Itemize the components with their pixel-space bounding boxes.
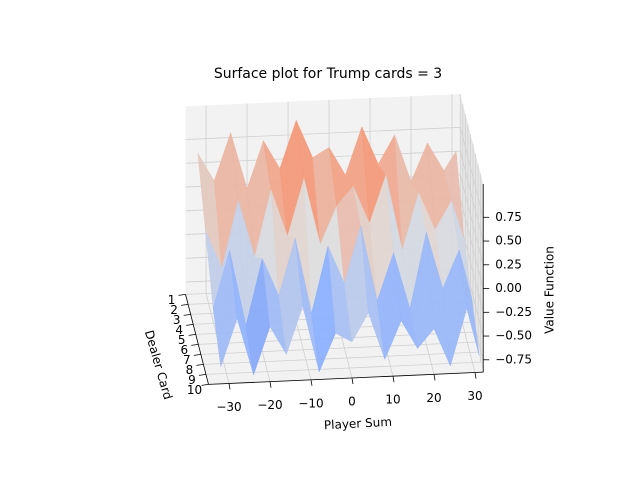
y-tick-label: 8 bbox=[186, 363, 194, 377]
z-tick-label: 0.00 bbox=[495, 281, 522, 295]
x-tick bbox=[310, 379, 313, 386]
x-tick-label: −30 bbox=[216, 400, 241, 414]
z-tick-label: −0.75 bbox=[495, 352, 532, 366]
x-tick-label: 30 bbox=[467, 389, 482, 403]
y-tick-label: 4 bbox=[175, 323, 183, 337]
surface-patch bbox=[458, 249, 480, 356]
x-tick-label: 0 bbox=[348, 395, 356, 409]
y-tick-label: 5 bbox=[178, 333, 186, 347]
grid-line bbox=[459, 127, 484, 218]
grid-line bbox=[203, 351, 479, 365]
y-axis-label: Dealer Card bbox=[142, 329, 175, 402]
y-tick bbox=[191, 344, 199, 346]
y-tick bbox=[201, 384, 209, 386]
y-tick-label: 3 bbox=[173, 313, 181, 327]
chart-title: Surface plot for Trump cards = 3 bbox=[214, 66, 442, 82]
x-tick bbox=[433, 374, 436, 381]
y-tick bbox=[183, 314, 191, 316]
y-tick bbox=[188, 334, 196, 336]
x-axis-line bbox=[208, 371, 484, 385]
y-tick bbox=[193, 354, 201, 356]
y-tick bbox=[181, 304, 189, 306]
y-axis-line bbox=[185, 294, 209, 385]
y-tick bbox=[198, 374, 207, 376]
x-tick bbox=[392, 376, 395, 383]
z-tick-label: 0.75 bbox=[495, 210, 522, 224]
x-tick-label: 20 bbox=[426, 391, 441, 405]
y-tick-label: 7 bbox=[183, 353, 191, 367]
x-tick bbox=[474, 372, 477, 379]
x-tick bbox=[269, 381, 272, 388]
z-tick-label: 0.50 bbox=[495, 234, 522, 248]
y-tick bbox=[196, 364, 204, 366]
x-axis-label: Player Sum bbox=[324, 415, 393, 433]
y-tick bbox=[178, 294, 186, 296]
z-axis-label: Value Function bbox=[543, 246, 557, 334]
y-tick-label: 2 bbox=[170, 303, 178, 317]
grid-line bbox=[459, 222, 484, 313]
z-tick-label: −0.25 bbox=[495, 305, 532, 319]
x-tick bbox=[351, 377, 354, 385]
z-tick-label: 0.25 bbox=[495, 257, 522, 271]
grid-line bbox=[205, 361, 481, 375]
y-tick-label: 9 bbox=[188, 373, 196, 387]
z-tick-label: −0.50 bbox=[495, 329, 532, 343]
grid-line bbox=[200, 341, 476, 355]
grid-line bbox=[459, 174, 484, 265]
x-tick bbox=[228, 383, 231, 390]
x-tick-label: −20 bbox=[257, 398, 282, 412]
y-tick-label: 6 bbox=[180, 343, 188, 357]
grid-line bbox=[459, 198, 484, 289]
x-tick-label: −10 bbox=[298, 396, 323, 410]
grid-line bbox=[459, 150, 484, 242]
y-tick bbox=[186, 324, 194, 326]
y-tick-label: 10 bbox=[187, 383, 202, 397]
x-tick-label: 10 bbox=[385, 393, 400, 407]
y-tick-label: 1 bbox=[168, 293, 176, 307]
